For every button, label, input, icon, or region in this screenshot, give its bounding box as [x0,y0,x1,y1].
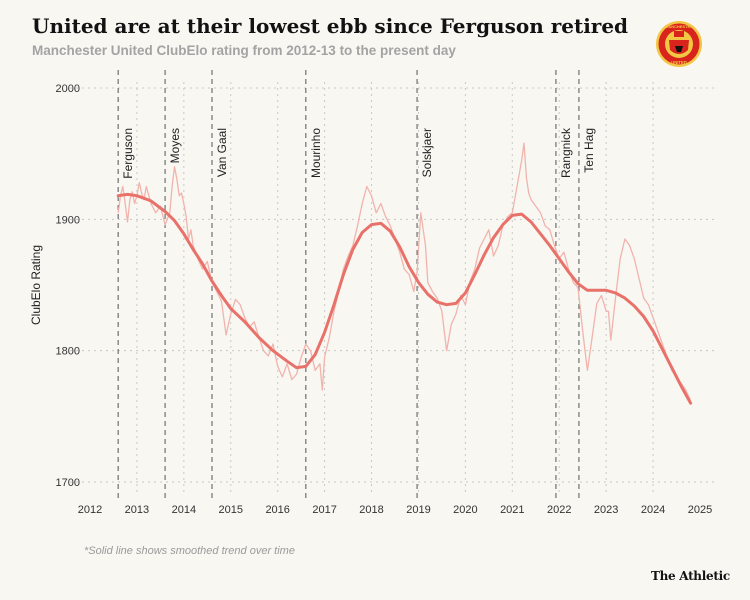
x-tick-label: 2018 [359,504,383,516]
manager-label: Ten Hag [582,128,596,173]
x-tick-label: 2022 [547,504,571,516]
manager-label: Solskjaer [420,128,434,177]
x-tick-label: 2016 [265,504,289,516]
y-tick-label: 2000 [56,83,80,95]
x-tick-label: 2021 [500,504,524,516]
publisher-credit: The Athletic [651,569,730,583]
manager-label: Van Gaal [215,128,229,177]
x-tick-label: 2019 [406,504,430,516]
x-tick-label: 2017 [312,504,336,516]
manager-label: Rangnick [559,127,573,178]
series-lines [116,142,693,405]
x-tick-label: 2020 [453,504,477,516]
y-tick-label: 1900 [56,214,80,226]
x-tick-label: 2014 [172,504,196,516]
axis-labels: 1700 1800 1900 2000 2012 2013 2014 2015 2016 2017… [56,83,713,516]
manager-label: Mourinho [309,128,323,178]
x-tick-label: 2023 [594,504,618,516]
crest-top-text: MANCHESTER [665,24,693,29]
y-tick-label: 1700 [56,477,80,489]
footnote: *Solid line shows smoothed trend over ti… [84,545,295,557]
crest-bottom-text: UNITED [671,60,687,65]
manager-label: Ferguson [121,128,135,179]
manchester-united-crest-icon: MANCHESTER UNITED [656,21,702,67]
y-tick-label: 1800 [56,346,80,358]
chart-subtitle: Manchester United ClubElo rating from 20… [32,43,456,58]
chart-title: United are at their lowest ebb since Fer… [32,14,629,38]
x-tick-label: 2012 [78,504,102,516]
x-tick-label: 2024 [641,504,665,516]
y-axis-label: ClubElo Rating [29,245,43,325]
manager-dividers: Ferguson Moyes Van Gaal Mourinho Solskjaer Ra… [117,70,596,500]
grid-lines [70,82,715,494]
x-tick-label: 2015 [219,504,243,516]
manager-label: Moyes [168,128,182,163]
x-tick-label: 2013 [125,504,149,516]
x-tick-label: 2025 [688,504,712,516]
raw-rating-line [117,142,692,401]
smoothed-trend-line [116,192,693,405]
